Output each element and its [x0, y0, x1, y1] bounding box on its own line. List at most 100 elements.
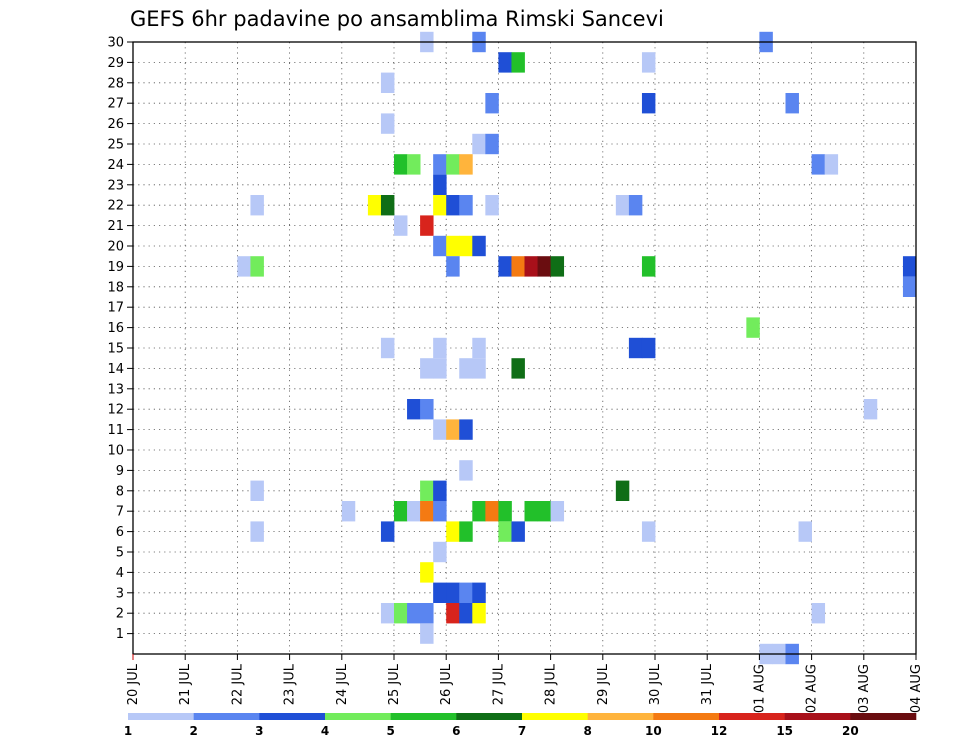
precip-cell	[459, 460, 473, 481]
precip-cell	[380, 603, 395, 624]
precip-cell	[798, 521, 812, 542]
precip-cell	[433, 541, 447, 563]
precip-cell	[446, 235, 460, 257]
colorbar-label: 15	[776, 724, 793, 738]
colorbar-swatch	[653, 713, 720, 720]
precip-cell	[446, 603, 460, 624]
precip-cell	[824, 154, 839, 175]
colorbar-swatch	[259, 713, 326, 720]
y-tick-label: 11	[107, 423, 124, 438]
precip-cell	[446, 154, 460, 175]
precip-cell	[472, 501, 486, 522]
precip-cell	[433, 337, 447, 359]
precip-cell	[433, 235, 447, 257]
precip-cell	[380, 72, 395, 93]
precip-cell	[341, 501, 356, 522]
precip-cell	[472, 582, 486, 603]
precip-cell	[459, 582, 473, 603]
y-axis: 1234567891011121314151617181920212223242…	[107, 36, 133, 642]
precip-cell	[433, 174, 447, 195]
x-tick-label: 24 JUL	[335, 663, 350, 705]
precip-cell	[250, 480, 264, 501]
precip-cell	[394, 603, 408, 624]
precip-cell	[811, 603, 826, 624]
colorbar-label: 5	[386, 724, 394, 738]
precip-cell	[902, 256, 917, 277]
precip-cell	[459, 358, 473, 379]
x-tick-label: 27 JUL	[491, 663, 506, 705]
precip-cell	[537, 256, 551, 277]
y-tick-label: 10	[107, 444, 124, 459]
precip-cell	[420, 501, 434, 522]
y-tick-label: 19	[107, 260, 124, 275]
precip-cell	[237, 256, 251, 277]
precip-cell	[459, 521, 473, 542]
precip-cell	[863, 399, 878, 420]
precip-cell	[524, 256, 538, 277]
precip-cell	[472, 235, 486, 257]
precip-cell	[498, 501, 512, 522]
precip-cell	[380, 113, 395, 134]
precip-cell	[641, 521, 656, 542]
x-tick-label: 30 JUL	[648, 663, 663, 705]
plot-frame	[132, 41, 917, 655]
colorbar-swatch	[719, 713, 785, 720]
colorbar-swatch	[128, 713, 194, 720]
x-tick-label: 04 AUG	[909, 664, 924, 713]
y-tick-label: 30	[107, 36, 124, 51]
precip-cell	[641, 337, 656, 359]
precip-cell	[459, 235, 473, 257]
y-tick-label: 27	[107, 97, 124, 112]
precip-cell	[459, 195, 473, 216]
precip-cell	[641, 93, 656, 114]
precip-cell	[472, 133, 486, 155]
precip-cell	[811, 154, 826, 175]
colorbar-label: 12	[711, 724, 728, 738]
precip-cell	[446, 582, 460, 603]
precip-cell	[380, 337, 395, 359]
precip-cell	[511, 256, 525, 277]
precip-cell	[459, 419, 473, 440]
precip-cell	[420, 399, 434, 420]
precip-cell	[394, 215, 408, 236]
y-tick-label: 14	[107, 362, 124, 377]
precip-cell	[485, 195, 499, 216]
precip-cell	[446, 195, 460, 216]
x-tick-label: 29 JUL	[596, 663, 611, 705]
precip-cell	[433, 154, 447, 175]
precip-cell	[420, 358, 434, 379]
precip-cell	[433, 195, 447, 216]
precip-cell	[407, 154, 421, 175]
y-tick-label: 20	[107, 240, 124, 255]
precip-cell	[367, 195, 382, 216]
precip-cell	[433, 501, 447, 522]
x-tick-label: 22 JUL	[230, 663, 245, 705]
colorbar-swatch	[325, 713, 391, 720]
precip-cell	[250, 256, 264, 277]
y-tick-label: 18	[107, 280, 124, 295]
precip-cell	[380, 195, 395, 216]
y-tick-label: 25	[107, 138, 124, 153]
colorbar-label: 2	[189, 724, 197, 738]
colorbar-swatch	[850, 713, 917, 720]
colorbar-label: 1	[124, 724, 132, 738]
precip-cell	[250, 195, 264, 216]
x-tick-label: 01 AUG	[752, 664, 767, 713]
y-tick-label: 5	[116, 546, 124, 561]
precip-cell	[498, 521, 512, 542]
precip-cell	[485, 501, 499, 522]
y-tick-label: 21	[107, 219, 124, 234]
precip-cell	[628, 337, 643, 359]
colorbar-swatch	[390, 713, 457, 720]
colorbar-label: 6	[452, 724, 460, 738]
precip-cell	[472, 337, 486, 359]
y-tick-label: 15	[107, 342, 124, 357]
y-tick-label: 13	[107, 382, 124, 397]
precip-cell	[394, 501, 408, 522]
precip-cell	[446, 256, 460, 277]
y-tick-label: 16	[107, 321, 124, 336]
precip-cell	[446, 419, 460, 440]
colorbar-label: 4	[321, 724, 329, 738]
precip-cell	[433, 582, 447, 603]
